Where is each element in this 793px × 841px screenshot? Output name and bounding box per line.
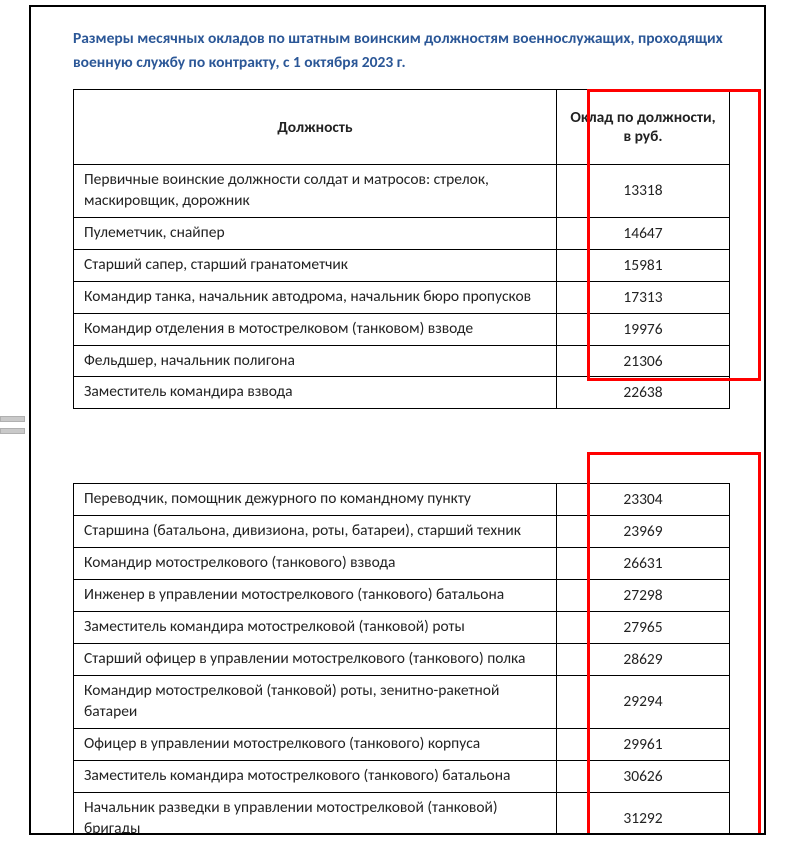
table-row: Пулеметчик, снайпер14647: [74, 217, 730, 249]
table-header-row: Должность Оклад по должности, в руб.: [74, 90, 730, 165]
cell-salary: 28629: [557, 644, 730, 676]
table-gap: [73, 409, 726, 483]
cell-salary: 21306: [557, 345, 730, 377]
table-row: Командир мотострелкового (танкового) взв…: [74, 548, 730, 580]
cell-salary: 29294: [557, 675, 730, 728]
cell-position: Заместитель командира взвода: [74, 377, 557, 409]
cell-salary: 27298: [557, 580, 730, 612]
cell-position: Начальник разведки в управлении мотостре…: [74, 792, 557, 835]
tables-container: Должность Оклад по должности, в руб. Пер…: [73, 89, 726, 835]
decorative-nub: [0, 428, 25, 434]
cell-salary: 19976: [557, 313, 730, 345]
cell-salary: 17313: [557, 281, 730, 313]
cell-salary: 23304: [557, 484, 730, 516]
table-row: Переводчик, помощник дежурного по команд…: [74, 484, 730, 516]
cell-position: Фельдшер, начальник полигона: [74, 345, 557, 377]
salary-table-2: Переводчик, помощник дежурного по команд…: [73, 483, 730, 835]
table-row: Командир танка, начальник автодрома, нач…: [74, 281, 730, 313]
cell-salary: 30626: [557, 760, 730, 792]
table-row: Заместитель командира взвода22638: [74, 377, 730, 409]
table-row: Первичные воинские должности солдат и ма…: [74, 165, 730, 218]
cell-position: Старший офицер в управлении мотострелков…: [74, 644, 557, 676]
table-row: Старший офицер в управлении мотострелков…: [74, 644, 730, 676]
cell-salary: 31292: [557, 792, 730, 835]
table-row: Заместитель командира мотострелковой (та…: [74, 612, 730, 644]
cell-salary: 14647: [557, 217, 730, 249]
cell-salary: 13318: [557, 165, 730, 218]
cell-position: Старший сапер, старший гранатометчик: [74, 249, 557, 281]
table-row: Фельдшер, начальник полигона21306: [74, 345, 730, 377]
cell-position: Первичные воинские должности солдат и ма…: [74, 165, 557, 218]
salary-table-1: Должность Оклад по должности, в руб. Пер…: [73, 89, 730, 409]
cell-position: Пулеметчик, снайпер: [74, 217, 557, 249]
col-header-position: Должность: [74, 90, 557, 165]
cell-position: Командир отделения в мотострелковом (тан…: [74, 313, 557, 345]
document-frame: Размеры месячных окладов по штатным воин…: [29, 5, 766, 835]
cell-salary: 29961: [557, 728, 730, 760]
decorative-nub: [0, 416, 25, 422]
table-row: Офицер в управлении мотострелкового (тан…: [74, 728, 730, 760]
cell-salary: 26631: [557, 548, 730, 580]
cell-salary: 23969: [557, 516, 730, 548]
cell-position: Заместитель командира мотострелковой (та…: [74, 612, 557, 644]
cell-position: Старшина (батальона, дивизиона, роты, ба…: [74, 516, 557, 548]
cell-position: Офицер в управлении мотострелкового (тан…: [74, 728, 557, 760]
cell-salary: 22638: [557, 377, 730, 409]
cell-position: Заместитель командира мотострелкового (т…: [74, 760, 557, 792]
table-row: Старший сапер, старший гранатометчик1598…: [74, 249, 730, 281]
page-title: Размеры месячных окладов по штатным воин…: [73, 27, 726, 75]
table-row: Командир отделения в мотострелковом (тан…: [74, 313, 730, 345]
cell-position: Командир мотострелковой (танковой) роты,…: [74, 675, 557, 728]
table-row: Инженер в управлении мотострелкового (та…: [74, 580, 730, 612]
table-row: Старшина (батальона, дивизиона, роты, ба…: [74, 516, 730, 548]
col-header-salary: Оклад по должности, в руб.: [557, 90, 730, 165]
cell-position: Инженер в управлении мотострелкового (та…: [74, 580, 557, 612]
table-row: Начальник разведки в управлении мотостре…: [74, 792, 730, 835]
table-row: Командир мотострелковой (танковой) роты,…: [74, 675, 730, 728]
cell-salary: 27965: [557, 612, 730, 644]
table-row: Заместитель командира мотострелкового (т…: [74, 760, 730, 792]
cell-position: Командир мотострелкового (танкового) взв…: [74, 548, 557, 580]
cell-salary: 15981: [557, 249, 730, 281]
cell-position: Переводчик, помощник дежурного по команд…: [74, 484, 557, 516]
cell-position: Командир танка, начальник автодрома, нач…: [74, 281, 557, 313]
